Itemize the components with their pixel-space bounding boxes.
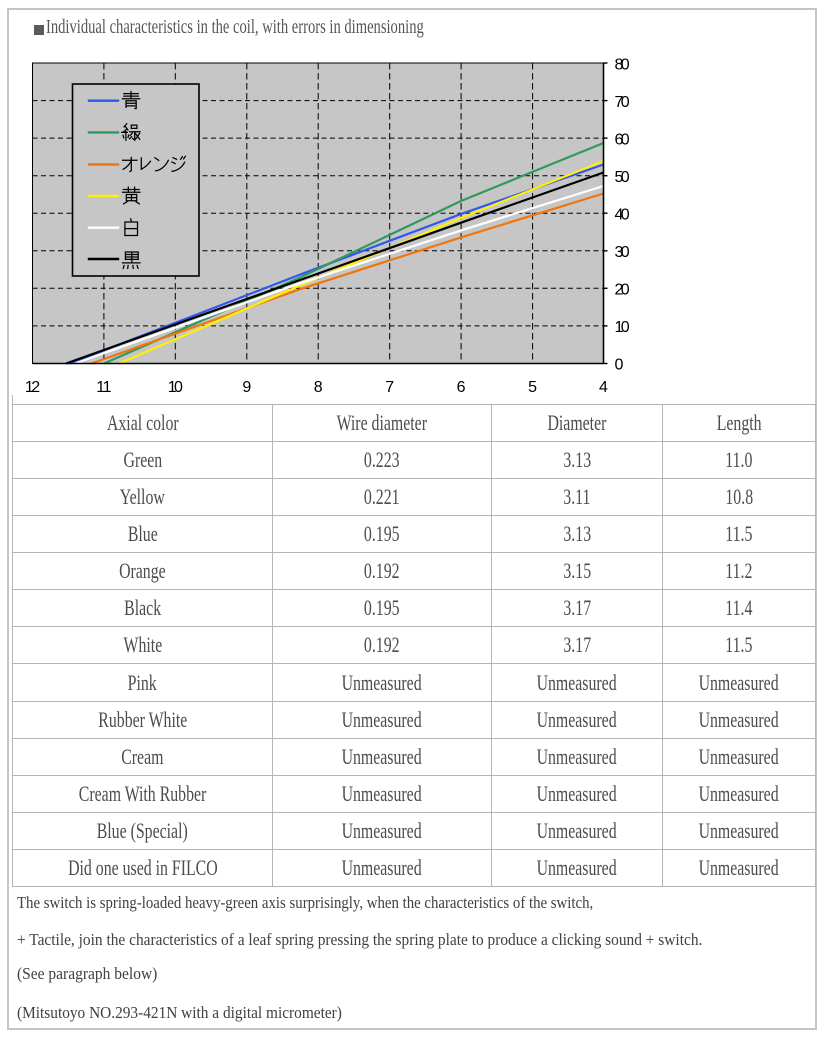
svg-text:8: 8 — [314, 379, 323, 396]
svg-text:6: 6 — [457, 379, 466, 396]
svg-text:10: 10 — [168, 379, 183, 396]
svg-text:0: 0 — [615, 357, 624, 374]
svg-text:60: 60 — [615, 132, 630, 149]
svg-text:4: 4 — [599, 379, 608, 396]
svg-text:30: 30 — [615, 244, 630, 261]
svg-text:10: 10 — [615, 319, 630, 336]
svg-text:40: 40 — [615, 207, 630, 224]
svg-text:50: 50 — [615, 169, 630, 186]
svg-text:5: 5 — [528, 379, 537, 396]
svg-text:80: 80 — [615, 57, 630, 74]
svg-text:7: 7 — [385, 379, 394, 396]
svg-text:11: 11 — [96, 379, 111, 396]
svg-text:12: 12 — [25, 379, 40, 396]
svg-text:20: 20 — [615, 282, 630, 299]
svg-text:70: 70 — [615, 94, 630, 111]
svg-text:9: 9 — [242, 379, 251, 396]
